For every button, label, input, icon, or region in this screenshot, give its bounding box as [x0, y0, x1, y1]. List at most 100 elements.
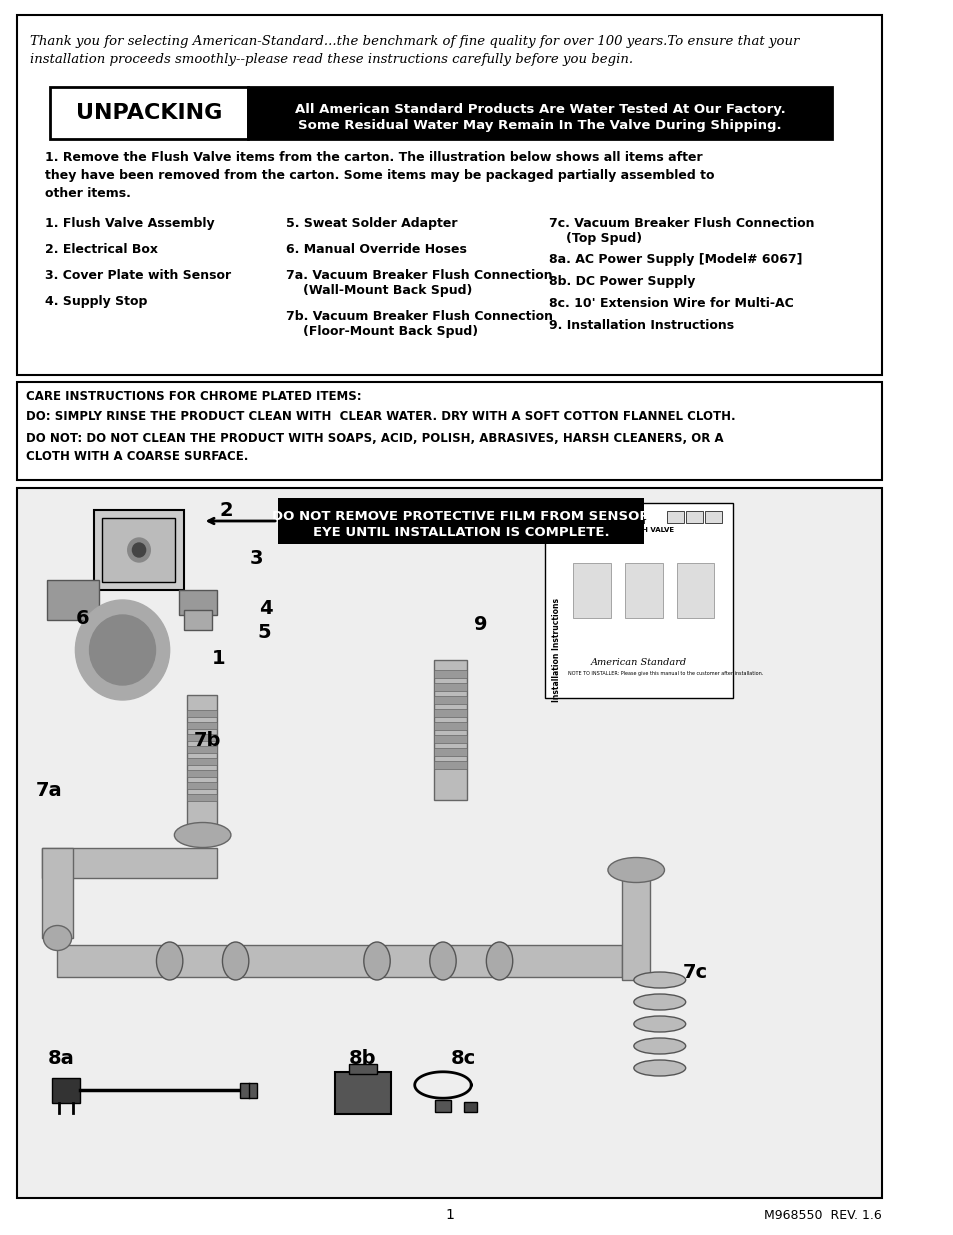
- Text: (Top Spud): (Top Spud): [566, 232, 642, 245]
- Text: 8a: 8a: [48, 1049, 74, 1067]
- Text: (Wall-Mount Back Spud): (Wall-Mount Back Spud): [302, 284, 472, 296]
- Text: 6. Manual Override Hoses: 6. Manual Override Hoses: [285, 243, 466, 256]
- Text: DO NOT REMOVE PROTECTIVE FILM FROM SENSOR: DO NOT REMOVE PROTECTIVE FILM FROM SENSO…: [272, 510, 649, 522]
- Text: 8b. DC Power Supply: 8b. DC Power Supply: [549, 275, 695, 288]
- Text: SELECTRONIC™
PROXIMITY TOILET
CONCEALED FLUSH VALVE
1.28 & 1.6 GPF: SELECTRONIC™ PROXIMITY TOILET CONCEALED …: [573, 511, 674, 541]
- Ellipse shape: [633, 994, 685, 1010]
- Bar: [17, 488, 882, 1198]
- Bar: [187, 758, 216, 764]
- Bar: [50, 86, 248, 140]
- Text: CLOTH WITH A COARSE SURFACE.: CLOTH WITH A COARSE SURFACE.: [27, 450, 249, 463]
- Text: 3. Cover Plate with Sensor: 3. Cover Plate with Sensor: [45, 269, 232, 282]
- Bar: [56, 945, 621, 977]
- Ellipse shape: [363, 942, 390, 981]
- Ellipse shape: [156, 942, 183, 981]
- Bar: [187, 794, 216, 802]
- Text: 7a: 7a: [35, 781, 62, 799]
- Text: 2. Electrical Box: 2. Electrical Box: [45, 243, 158, 256]
- Text: CARE INSTRUCTIONS FOR CHROME PLATED ITEMS:: CARE INSTRUCTIONS FOR CHROME PLATED ITEM…: [27, 390, 361, 403]
- Text: 1. Remove the Flush Valve items from the carton. The illustration below shows al: 1. Remove the Flush Valve items from the…: [45, 151, 714, 200]
- Circle shape: [75, 600, 170, 700]
- Text: NOTE TO INSTALLER: Please give this manual to the customer after installation.: NOTE TO INSTALLER: Please give this manu…: [568, 671, 762, 676]
- Bar: [51, 1078, 80, 1103]
- Ellipse shape: [633, 1037, 685, 1053]
- Text: DO NOT: DO NOT CLEAN THE PRODUCT WITH SOAPS, ACID, POLISH, ABRASIVES, HARSH CLEA: DO NOT: DO NOT CLEAN THE PRODUCT WITH SO…: [27, 432, 723, 445]
- Bar: [676, 563, 714, 618]
- Bar: [433, 722, 466, 730]
- Text: 9. Installation Instructions: 9. Installation Instructions: [549, 319, 734, 332]
- Ellipse shape: [633, 972, 685, 988]
- Text: Thank you for selecting American-Standard...the benchmark of fine quality for ov: Thank you for selecting American-Standar…: [30, 35, 799, 65]
- Bar: [277, 498, 643, 543]
- Ellipse shape: [486, 942, 512, 981]
- Text: 1: 1: [445, 1208, 454, 1221]
- Bar: [433, 659, 466, 800]
- Bar: [621, 869, 650, 981]
- Bar: [463, 1102, 476, 1112]
- Text: 7b: 7b: [193, 730, 221, 750]
- Ellipse shape: [430, 942, 456, 981]
- Bar: [184, 610, 212, 630]
- Bar: [433, 671, 466, 678]
- Text: Some Residual Water May Remain In The Valve During Shipping.: Some Residual Water May Remain In The Va…: [298, 119, 781, 132]
- Text: 8c: 8c: [451, 1049, 476, 1067]
- Ellipse shape: [633, 1060, 685, 1076]
- Ellipse shape: [633, 1016, 685, 1032]
- Bar: [704, 511, 721, 522]
- Text: American Standard: American Standard: [590, 658, 686, 667]
- Bar: [433, 683, 466, 692]
- Text: 7c: 7c: [682, 963, 707, 983]
- Bar: [240, 1083, 257, 1098]
- Ellipse shape: [607, 857, 664, 883]
- Text: 5: 5: [256, 622, 271, 641]
- Bar: [433, 735, 466, 743]
- Bar: [17, 15, 882, 375]
- Bar: [433, 761, 466, 769]
- Bar: [187, 722, 216, 729]
- Bar: [42, 848, 216, 878]
- Ellipse shape: [174, 823, 231, 847]
- Text: EYE UNTIL INSTALLATION IS COMPLETE.: EYE UNTIL INSTALLATION IS COMPLETE.: [313, 526, 609, 538]
- Text: 1. Flush Valve Assembly: 1. Flush Valve Assembly: [45, 217, 214, 230]
- Text: 8a. AC Power Supply [Model# 6067]: 8a. AC Power Supply [Model# 6067]: [549, 253, 802, 266]
- Bar: [94, 510, 184, 590]
- Text: All American Standard Products Are Water Tested At Our Factory.: All American Standard Products Are Water…: [294, 103, 784, 116]
- Circle shape: [128, 538, 151, 562]
- Bar: [433, 748, 466, 756]
- Bar: [335, 1072, 391, 1114]
- Text: 5. Sweat Solder Adapter: 5. Sweat Solder Adapter: [285, 217, 456, 230]
- Text: 3: 3: [250, 548, 263, 568]
- Text: 4: 4: [258, 599, 273, 618]
- Text: 6: 6: [76, 609, 90, 627]
- Text: 9: 9: [474, 615, 487, 635]
- Bar: [187, 782, 216, 789]
- Bar: [102, 517, 175, 582]
- Text: 2: 2: [219, 500, 233, 520]
- Text: 7c. Vacuum Breaker Flush Connection: 7c. Vacuum Breaker Flush Connection: [549, 217, 814, 230]
- Bar: [685, 511, 702, 522]
- Ellipse shape: [222, 942, 249, 981]
- Bar: [433, 709, 466, 718]
- Bar: [624, 563, 662, 618]
- Bar: [435, 1100, 450, 1112]
- Circle shape: [90, 615, 155, 685]
- Bar: [17, 382, 882, 480]
- Bar: [573, 563, 610, 618]
- Text: DO: SIMPLY RINSE THE PRODUCT CLEAN WITH  CLEAR WATER. DRY WITH A SOFT COTTON FLA: DO: SIMPLY RINSE THE PRODUCT CLEAN WITH …: [27, 410, 736, 424]
- Text: Installation Instructions: Installation Instructions: [551, 599, 560, 703]
- Bar: [666, 511, 683, 522]
- Circle shape: [132, 543, 146, 557]
- Bar: [42, 848, 72, 939]
- Bar: [349, 1065, 376, 1074]
- Text: 4. Supply Stop: 4. Supply Stop: [45, 295, 148, 308]
- Text: 7b. Vacuum Breaker Flush Connection: 7b. Vacuum Breaker Flush Connection: [285, 310, 552, 324]
- Ellipse shape: [43, 925, 71, 951]
- Text: 8b: 8b: [349, 1049, 376, 1067]
- Text: (Floor-Mount Back Spud): (Floor-Mount Back Spud): [302, 325, 477, 338]
- Text: 8c. 10' Extension Wire for Multi-AC: 8c. 10' Extension Wire for Multi-AC: [549, 296, 794, 310]
- Bar: [187, 695, 216, 835]
- Text: 1: 1: [212, 648, 225, 667]
- Text: 7a. Vacuum Breaker Flush Connection: 7a. Vacuum Breaker Flush Connection: [285, 269, 552, 282]
- Bar: [18, 489, 881, 1197]
- Bar: [248, 86, 831, 140]
